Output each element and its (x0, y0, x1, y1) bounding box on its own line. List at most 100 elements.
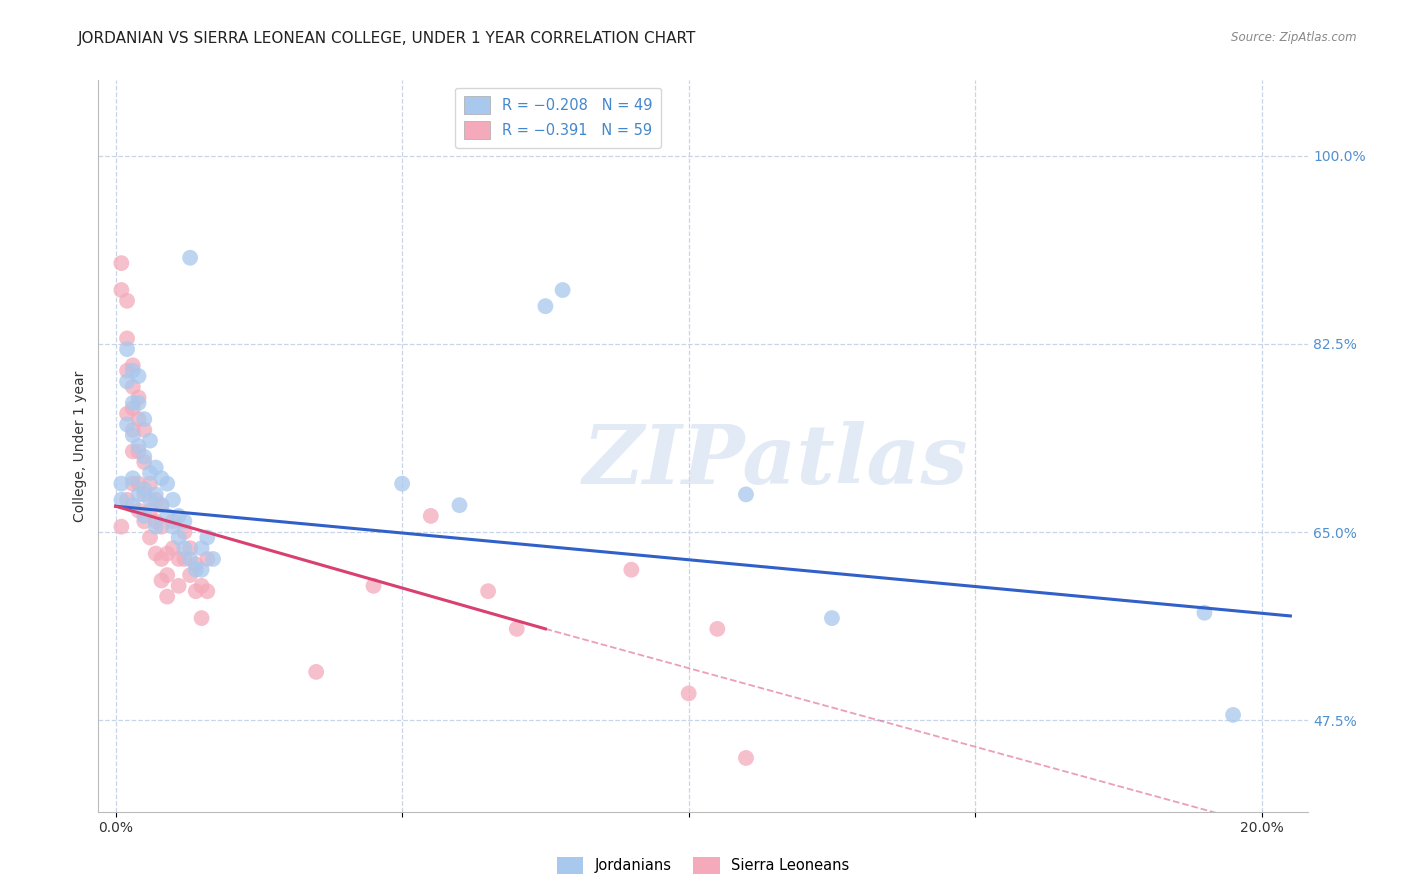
Legend: R = −0.208   N = 49, R = −0.391   N = 59: R = −0.208 N = 49, R = −0.391 N = 59 (456, 87, 661, 148)
Point (139, 466, 162, 480)
Point (128, 391, 150, 405)
Point (551, 283, 574, 297)
Point (134, 412, 156, 426)
Point (134, 423, 156, 437)
Point (110, 519, 132, 533)
Point (156, 547, 179, 561)
Y-axis label: College, Under 1 year: College, Under 1 year (73, 370, 87, 522)
Point (184, 584, 207, 599)
Point (115, 331, 138, 345)
Point (150, 498, 173, 512)
Point (184, 558, 207, 572)
Point (128, 439, 150, 453)
Point (195, 530, 218, 544)
Point (115, 492, 138, 507)
Point (173, 552, 195, 566)
Point (735, 487, 758, 501)
Text: Source: ZipAtlas.com: Source: ZipAtlas.com (1232, 31, 1357, 45)
Point (139, 530, 162, 544)
Point (179, 251, 201, 265)
Point (195, 552, 218, 566)
Point (121, 428, 143, 442)
Point (110, 283, 132, 297)
Point (179, 568, 201, 582)
Point (115, 342, 138, 356)
Point (115, 417, 138, 432)
Point (115, 293, 138, 308)
Point (173, 541, 195, 556)
Point (173, 514, 195, 528)
Point (115, 407, 138, 421)
Point (173, 524, 195, 539)
Point (419, 508, 441, 523)
Point (156, 590, 179, 604)
Point (156, 476, 179, 491)
Point (115, 364, 138, 378)
Point (156, 568, 179, 582)
Point (121, 444, 143, 458)
Point (179, 541, 201, 556)
Point (145, 519, 167, 533)
Point (363, 579, 385, 593)
Point (162, 541, 184, 556)
Point (121, 359, 143, 373)
Point (534, 299, 557, 313)
Point (1194, 606, 1216, 620)
Point (150, 471, 173, 485)
Point (128, 369, 150, 384)
Point (184, 563, 207, 577)
Point (678, 686, 700, 700)
Point (162, 492, 184, 507)
Point (1222, 707, 1244, 722)
Point (391, 476, 413, 491)
Point (139, 476, 162, 491)
Point (150, 519, 173, 533)
Point (121, 498, 143, 512)
Point (167, 508, 190, 523)
Point (121, 364, 143, 378)
Point (145, 547, 167, 561)
Point (121, 396, 143, 410)
Point (110, 256, 132, 270)
Point (620, 563, 643, 577)
Point (477, 584, 499, 599)
Point (134, 487, 156, 501)
Point (190, 611, 212, 625)
Point (115, 375, 138, 389)
Point (121, 380, 143, 394)
Point (162, 519, 184, 533)
Point (121, 401, 143, 416)
Point (128, 503, 150, 517)
Point (167, 579, 190, 593)
Point (134, 514, 156, 528)
Point (167, 552, 190, 566)
Point (128, 476, 150, 491)
Point (156, 508, 179, 523)
Point (128, 444, 150, 458)
Point (110, 492, 132, 507)
Point (706, 622, 728, 636)
Text: JORDANIAN VS SIERRA LEONEAN COLLEGE, UNDER 1 YEAR CORRELATION CHART: JORDANIAN VS SIERRA LEONEAN COLLEGE, UND… (77, 31, 696, 46)
Point (150, 552, 173, 566)
Point (179, 552, 201, 566)
Point (195, 584, 218, 599)
Point (162, 514, 184, 528)
Point (139, 492, 162, 507)
Legend: Jordanians, Sierra Leoneans: Jordanians, Sierra Leoneans (551, 851, 855, 880)
Point (150, 498, 173, 512)
Point (150, 574, 173, 588)
Point (167, 530, 190, 544)
Point (134, 508, 156, 523)
Point (735, 751, 758, 765)
Point (128, 412, 150, 426)
Point (134, 450, 156, 464)
Point (121, 476, 143, 491)
Text: ZIPatlas: ZIPatlas (583, 421, 969, 500)
Point (145, 492, 167, 507)
Point (305, 665, 328, 679)
Point (506, 622, 529, 636)
Point (190, 541, 212, 556)
Point (128, 487, 150, 501)
Point (121, 471, 143, 485)
Point (139, 503, 162, 517)
